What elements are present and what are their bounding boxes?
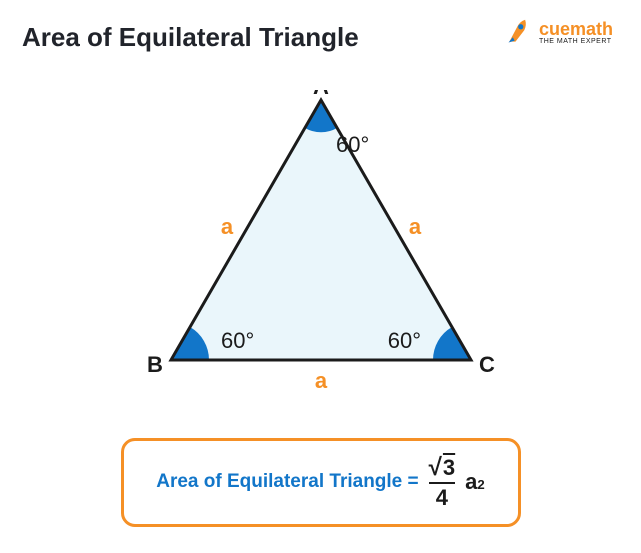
triangle-shape bbox=[171, 100, 471, 360]
frac-root: √ bbox=[429, 455, 442, 480]
frac-num-val: 3 bbox=[443, 456, 455, 479]
angle-text-right: 60° bbox=[387, 328, 420, 353]
side-label-bottom: a bbox=[314, 368, 327, 393]
logo-brand: cuemath bbox=[539, 20, 613, 38]
logo-subtext: THE MATH EXPERT bbox=[539, 38, 613, 45]
vertex-label-c: C bbox=[479, 352, 495, 377]
frac-den: 4 bbox=[436, 486, 448, 509]
angle-arc-top bbox=[305, 100, 337, 132]
side-label-right: a bbox=[408, 214, 421, 239]
vertex-label-b: B bbox=[147, 352, 163, 377]
page-title: Area of Equilateral Triangle bbox=[22, 22, 359, 53]
rocket-body bbox=[509, 20, 525, 42]
term-base: a bbox=[465, 469, 477, 495]
brand-logo: cuemath THE MATH EXPERT bbox=[505, 18, 613, 46]
formula-fraction: √ 3 4 bbox=[429, 455, 456, 510]
formula-box: Area of Equilateral Triangle = √ 3 4 a 2 bbox=[121, 438, 521, 527]
angle-text-top: 60° bbox=[336, 132, 369, 157]
vertex-label-a: A bbox=[313, 90, 329, 99]
side-label-left: a bbox=[220, 214, 233, 239]
formula-term: a 2 bbox=[465, 469, 485, 495]
angle-text-left: 60° bbox=[221, 328, 254, 353]
rocket-window bbox=[518, 24, 523, 29]
rocket-icon bbox=[505, 18, 533, 46]
frac-bar bbox=[429, 482, 456, 484]
formula-label: Area of Equilateral Triangle = bbox=[156, 471, 418, 493]
term-exp: 2 bbox=[477, 477, 484, 492]
triangle-diagram: A B C a a a 60° 60° 60° bbox=[141, 90, 501, 400]
